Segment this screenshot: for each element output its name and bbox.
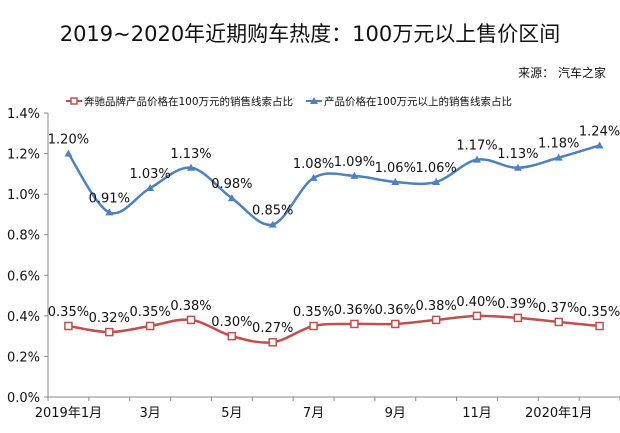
data-label: 0.91% [89, 191, 130, 206]
y-tick-label: 1.0% [7, 188, 40, 203]
data-label: 0.35% [129, 305, 170, 320]
data-point-triangle [268, 220, 277, 228]
data-label: 1.03% [129, 167, 170, 182]
data-label: 1.06% [375, 161, 416, 176]
data-point-square [513, 313, 523, 323]
y-tick-label: 0.4% [7, 310, 40, 325]
x-tick-label: 9月 [385, 406, 406, 421]
data-label: 1.13% [497, 147, 538, 162]
data-label: 0.35% [293, 305, 334, 320]
data-label: 0.27% [252, 321, 293, 336]
data-point-square [105, 327, 114, 337]
data-label: 1.24% [579, 124, 620, 139]
data-point-square [554, 317, 563, 327]
data-point-square [145, 321, 155, 331]
legend-triangle-marker [310, 97, 318, 104]
data-point-triangle [187, 163, 195, 171]
data-label: 1.20% [48, 133, 89, 148]
data-point-triangle [595, 141, 604, 149]
data-point-triangle [309, 173, 318, 181]
data-point-square [186, 315, 196, 325]
data-label: 0.38% [415, 299, 456, 314]
data-label: 1.06% [415, 161, 456, 176]
data-label: 0.36% [334, 303, 375, 318]
data-label: 1.09% [334, 155, 375, 170]
data-label: 0.39% [497, 297, 538, 312]
data-label: 1.13% [170, 147, 211, 162]
data-point-triangle [473, 155, 481, 163]
data-point-triangle [554, 153, 563, 161]
data-label: 0.98% [211, 177, 252, 192]
data-point-square [227, 331, 237, 341]
y-tick-label: 0.0% [7, 391, 40, 406]
data-label: 0.30% [211, 315, 252, 330]
data-label: 0.40% [456, 295, 497, 310]
y-tick-label: 1.4% [7, 107, 40, 122]
x-tick-label: 2019年1月 [35, 406, 102, 421]
data-label: 1.08% [293, 157, 334, 172]
data-point-square [472, 311, 482, 321]
data-label: 0.36% [375, 303, 416, 318]
x-tick-label: 11月 [462, 406, 492, 421]
x-tick-label: 5月 [221, 406, 242, 421]
data-label: 0.38% [170, 299, 211, 314]
data-label: 0.35% [48, 305, 89, 320]
y-tick-label: 0.2% [7, 350, 40, 365]
x-tick-label: 2020年1月 [525, 406, 592, 421]
data-point-square [391, 319, 400, 329]
data-point-triangle [227, 194, 236, 202]
data-point-triangle [64, 149, 73, 157]
data-point-square [595, 321, 604, 331]
source-note: 来源： 汽车之家 [518, 66, 606, 80]
data-label: 0.85% [252, 204, 293, 219]
x-tick-label: 3月 [140, 406, 161, 421]
data-point-square [350, 319, 359, 329]
data-point-square [268, 337, 277, 347]
data-point-triangle [105, 208, 114, 216]
legend-label-2: 产品价格在100万元以上的销售线索占比 [324, 95, 512, 108]
data-point-triangle [350, 171, 359, 179]
y-tick-label: 0.6% [7, 269, 40, 284]
data-point-triangle [391, 177, 400, 185]
legend-square-marker [70, 97, 78, 105]
y-tick-label: 0.8% [7, 229, 40, 244]
x-tick-label: 7月 [303, 406, 324, 421]
data-label: 0.32% [89, 311, 130, 326]
data-point-triangle [146, 184, 155, 192]
data-point-square [309, 321, 318, 331]
data-point-square [64, 321, 73, 331]
data-label: 0.35% [579, 305, 620, 320]
data-point-triangle [432, 177, 441, 185]
data-label: 0.37% [538, 301, 579, 316]
y-tick-label: 1.2% [7, 148, 40, 163]
data-label: 1.18% [538, 137, 579, 152]
data-point-triangle [513, 163, 522, 171]
chart-title: 2019~2020年近期购车热度：100万元以上售价区间 [59, 22, 561, 46]
data-label: 1.17% [456, 139, 497, 154]
data-point-square [431, 315, 441, 325]
legend-label-1: 奔驰品牌产品价格在100万元的销售线索占比 [84, 95, 293, 108]
